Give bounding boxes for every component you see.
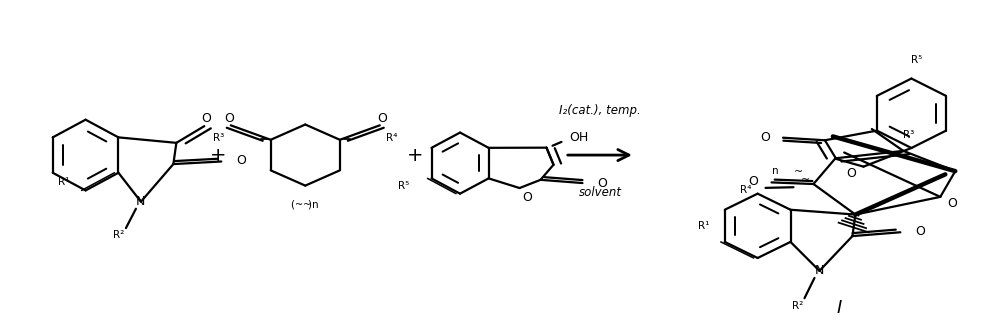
Text: N: N	[815, 264, 824, 277]
Text: O: O	[749, 175, 758, 188]
Text: ~: ~	[801, 175, 810, 185]
Text: solvent: solvent	[578, 185, 621, 199]
Text: ~~: ~~	[295, 200, 311, 210]
Text: R⁵: R⁵	[911, 55, 922, 65]
Text: O: O	[523, 191, 532, 203]
Text: R⁵: R⁵	[398, 181, 409, 191]
Text: OH: OH	[569, 131, 588, 144]
Text: I₂(cat.), temp.: I₂(cat.), temp.	[559, 104, 641, 117]
Text: O: O	[847, 167, 856, 180]
Text: R²: R²	[792, 301, 803, 311]
Text: N: N	[136, 195, 146, 208]
Text: ~: ~	[794, 167, 803, 177]
Text: O: O	[201, 112, 211, 125]
Text: R¹: R¹	[698, 221, 709, 231]
Text: O: O	[947, 197, 957, 210]
Text: R³: R³	[903, 130, 914, 140]
Text: O: O	[236, 154, 246, 167]
Text: O: O	[760, 130, 770, 143]
Text: O: O	[915, 225, 925, 238]
Text: R¹: R¹	[58, 177, 70, 187]
Text: R²: R²	[113, 231, 125, 240]
Text: I: I	[837, 299, 842, 317]
Text: n: n	[772, 166, 779, 176]
Text: O: O	[597, 177, 607, 190]
Text: O: O	[224, 112, 234, 125]
Text: R⁴: R⁴	[740, 185, 751, 195]
Text: +: +	[210, 146, 227, 164]
Text: +: +	[407, 146, 423, 164]
Text: (    )n: ( )n	[291, 200, 319, 210]
Text: O: O	[377, 112, 387, 125]
Text: R⁴: R⁴	[386, 133, 397, 143]
Text: R³: R³	[213, 133, 224, 143]
